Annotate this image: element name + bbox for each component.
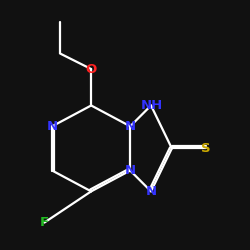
Text: N: N [46,120,58,133]
Text: NH: NH [141,99,164,112]
Text: N: N [146,185,156,198]
Text: F: F [40,216,49,229]
Text: N: N [125,120,136,133]
Text: S: S [201,142,210,155]
Text: N: N [125,164,136,177]
Text: O: O [86,62,97,76]
